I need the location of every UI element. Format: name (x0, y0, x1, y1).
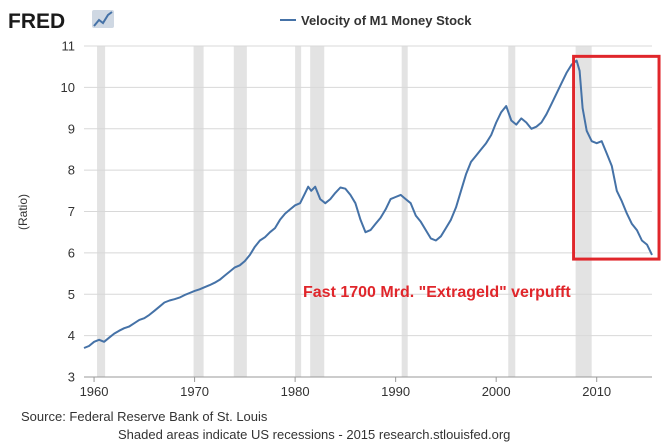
x-axis: 1960 1970 1980 1990 2000 2010 (80, 376, 652, 399)
recession-note: Shaded areas indicate US recessions - 20… (118, 427, 510, 442)
chart-line-icon (92, 10, 114, 28)
x-tick-label-1970: 1970 (180, 384, 209, 399)
highlight-box (572, 54, 661, 261)
x-tick-label-2000: 2000 (482, 384, 511, 399)
y-tick-label-3: 3 (68, 370, 75, 385)
y-tick-label-10: 10 (61, 80, 75, 95)
series-line-0 (83, 59, 653, 349)
series-layer (83, 59, 653, 349)
fred-logo[interactable]: FRED (8, 10, 114, 33)
y-tick-label-11: 11 (62, 39, 76, 54)
y-tick-label-5: 5 (68, 287, 75, 302)
gridlines (84, 45, 652, 378)
annotation-text: Fast 1700 Mrd. "Extrageld" verpufft (303, 284, 571, 301)
y-axis-label: (Ratio) (16, 194, 30, 230)
y-tick-label-9: 9 (68, 121, 75, 136)
y-tick-label-4: 4 (68, 328, 75, 343)
x-tick-label-1980: 1980 (281, 384, 310, 399)
y-tick-label-7: 7 (68, 204, 75, 219)
logo-text: FRED (8, 10, 65, 33)
x-tick-label-2010: 2010 (582, 384, 611, 399)
y-tick-label-8: 8 (68, 163, 75, 178)
legend-entry: Velocity of M1 Money Stock (301, 13, 472, 28)
y-axis: 3 4 5 6 7 8 9 10 11 (61, 39, 75, 385)
x-tick-label-1990: 1990 (381, 384, 410, 399)
x-tick-label-1960: 1960 (80, 384, 109, 399)
legend: Velocity of M1 Money Stock (280, 13, 472, 28)
y-tick-label-6: 6 (68, 245, 75, 260)
highlight-layer (572, 54, 661, 261)
source-note: Source: Federal Reserve Bank of St. Loui… (21, 409, 268, 424)
